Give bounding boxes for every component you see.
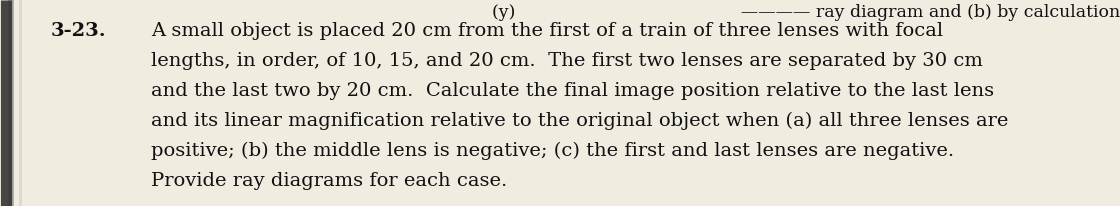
Text: 3-23.: 3-23.	[50, 22, 106, 40]
Text: positive; (b) the middle lens is negative; (c) the first and last lenses are neg: positive; (b) the middle lens is negativ…	[151, 142, 954, 160]
Text: (y)                                         ———— ray diagram and (b) by calculat: (y) ———— ray diagram and (b) by calculat	[151, 4, 1120, 21]
Text: A small object is placed 20 cm from the first of a train of three lenses with fo: A small object is placed 20 cm from the …	[151, 22, 943, 40]
Text: and the last two by 20 cm.  Calculate the final image position relative to the l: and the last two by 20 cm. Calculate the…	[151, 82, 995, 100]
Text: lengths, in order, of 10, 15, and 20 cm.  The first two lenses are separated by : lengths, in order, of 10, 15, and 20 cm.…	[151, 52, 983, 70]
Text: and its linear magnification relative to the original object when (a) all three : and its linear magnification relative to…	[151, 112, 1009, 130]
Text: Provide ray diagrams for each case.: Provide ray diagrams for each case.	[151, 172, 507, 190]
